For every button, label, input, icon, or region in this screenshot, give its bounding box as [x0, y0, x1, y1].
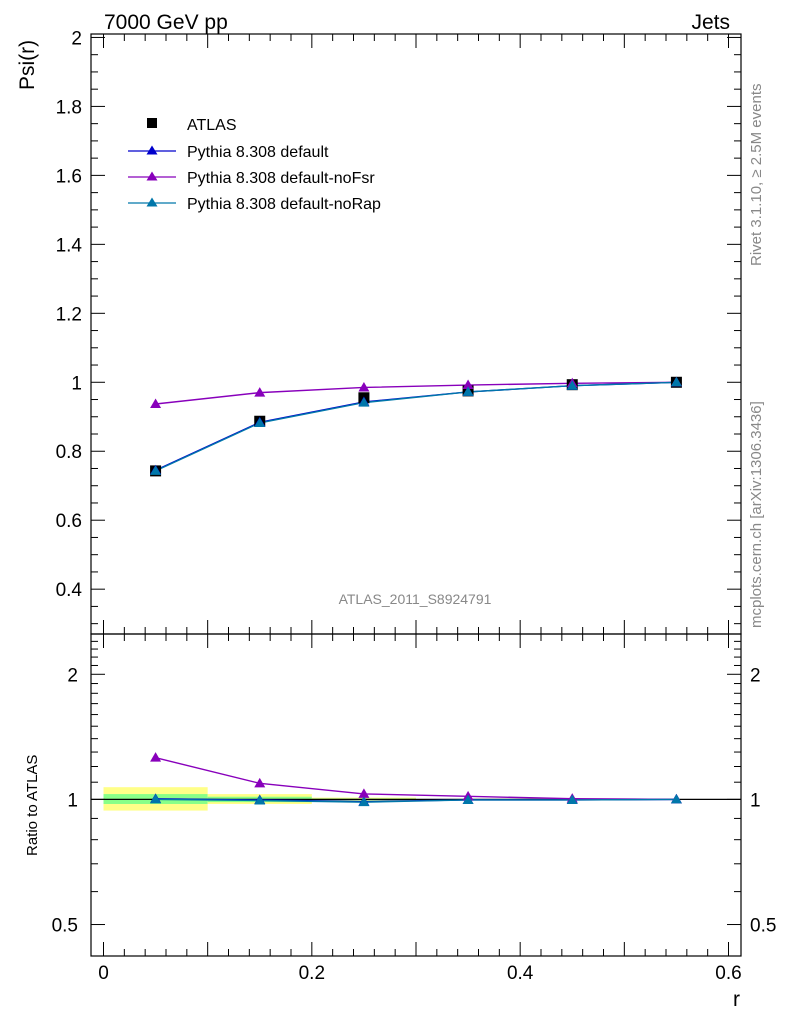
ratio-point-pythia-8-308-default-norap	[670, 793, 682, 804]
x-tick-label: 0.6	[715, 963, 741, 984]
main-y-tick-label: 1.6	[56, 166, 82, 187]
ratio-point-pythia-8-308-default-norap	[150, 793, 162, 804]
ratio-y-tick-label: 2	[67, 665, 78, 686]
main-point-pythia-8-308-default-norap	[566, 380, 578, 390]
ratio-point-pythia-8-308-default-nofsr	[254, 777, 266, 788]
main-line-pythia-8-308-default-nofsr	[155, 381, 677, 405]
ratio-y-tick-label-right: 2	[750, 665, 761, 686]
ratio-point-pythia-8-308-default-norap	[462, 794, 474, 804]
main-point-pythia-8-308-default-norap	[150, 465, 162, 475]
main-y-tick-label: 1.2	[56, 304, 82, 325]
main-y-tick-label: 0.6	[56, 511, 82, 532]
main-y-tick-label: 1.4	[56, 235, 83, 256]
legend-norap-marker	[146, 197, 158, 207]
legend-default-label: Pythia 8.308 default	[187, 144, 329, 161]
main-line-pythia-8-308-default-norap	[155, 381, 677, 472]
main-ylabel: Psi(r)	[16, 40, 39, 90]
ratio-y-tick-label-right: 0.5	[750, 916, 776, 937]
ratio-xlabel: r	[733, 988, 740, 1011]
ratio-y-tick-label: 1	[67, 790, 78, 811]
ratio-point-pythia-8-308-default-nofsr	[150, 752, 162, 762]
ratio-y-tick-label: 0.5	[52, 916, 78, 937]
legend-atlas-label: ATLAS	[187, 117, 237, 134]
ratio-point-pythia-8-308-default-norap	[254, 794, 266, 805]
main-point-pythia-8-308-default-norap	[462, 386, 474, 396]
ratio-line-pythia-8-308-default-nofsr	[155, 757, 677, 801]
main-point-pythia-8-308-default-norap	[670, 376, 682, 387]
main-y-tick-label: 0.8	[56, 442, 82, 463]
ratio-y-tick-label-right: 1	[750, 790, 761, 811]
main-point-pythia-8-308-default-nofsr	[358, 381, 370, 392]
x-tick-label: 0	[98, 963, 109, 984]
main-y-tick-label: 2	[71, 28, 82, 49]
main-y-tick-label: 1	[71, 373, 82, 394]
main-point-pythia-8-308-default-norap	[358, 397, 370, 407]
header-left-label: 7000 GeV pp	[104, 11, 228, 34]
main-point-pythia-8-308-default-nofsr	[150, 398, 162, 408]
main-y-tick-label: 1.8	[56, 97, 82, 118]
legend: ATLAS Pythia 8.308 default Pythia 8.308 …	[128, 117, 381, 213]
analysis-label: ATLAS_2011_S8924791	[339, 591, 492, 607]
ratio-point-pythia-8-308-default-nofsr	[358, 788, 370, 798]
ratio-ylabel: Ratio to ATLAS	[24, 755, 41, 856]
legend-norap-label: Pythia 8.308 default-noRap	[187, 196, 381, 213]
mcplots-label: mcplots.cern.ch [arXiv:1306.3436]	[748, 401, 765, 628]
ratio-point-pythia-8-308-default-norap	[566, 794, 578, 804]
main-point-pythia-8-308-default-nofsr	[462, 379, 474, 390]
x-tick-label: 0.2	[299, 963, 325, 984]
main-point-pythia-8-308-default-nofsr	[254, 387, 266, 397]
header-right-label: Jets	[691, 11, 730, 34]
legend-atlas-marker	[147, 118, 157, 128]
legend-default-marker	[146, 145, 158, 155]
rivet-label: Rivet 3.1.10, ≥ 2.5M events	[748, 84, 765, 267]
main-point-pythia-8-308-default-norap	[254, 417, 266, 427]
legend-nofsr-marker	[146, 171, 158, 181]
x-tick-label: 0.4	[507, 963, 534, 984]
legend-nofsr-label: Pythia 8.308 default-noFsr	[187, 170, 375, 187]
main-y-tick-label: 0.4	[56, 580, 83, 601]
ratio-line-pythia-8-308-default-norap	[155, 798, 677, 803]
ratio-point-pythia-8-308-default-norap	[358, 796, 370, 807]
